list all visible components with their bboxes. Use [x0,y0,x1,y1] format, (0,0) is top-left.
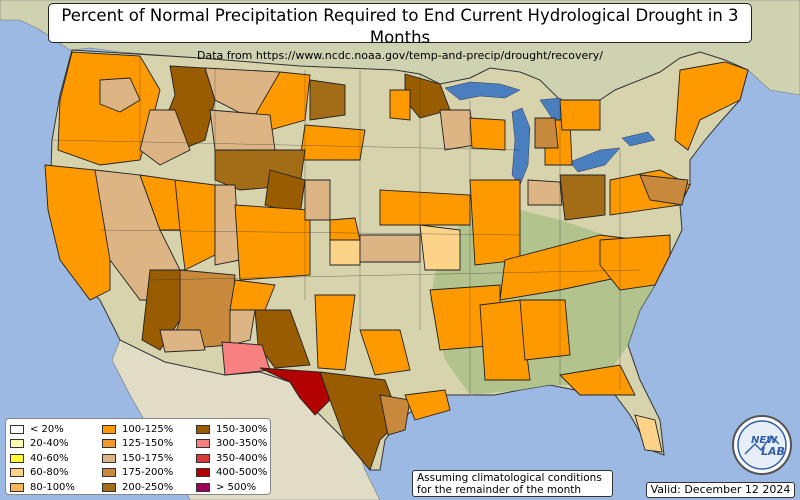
legend-swatch [10,482,24,492]
logo-text-1: NEW [751,435,778,446]
legend-label: 350-400% [216,452,268,464]
legend-label: 40-60% [30,452,69,464]
legend-swatch [102,482,116,492]
legend-swatch [10,468,24,478]
legend-item: 300-350% [196,437,267,452]
note-line-1: Assuming climatological conditions [417,472,602,484]
title-box: Percent of Normal Precipitation Required… [48,3,752,62]
legend-item: 150-175% [102,451,173,466]
legend-swatch [10,424,24,434]
legend-swatch [102,439,116,449]
legend-swatch [10,453,24,463]
legend-label: 400-500% [216,467,268,479]
drought-regions [44,51,749,471]
legend-label: 80-100% [30,481,75,493]
legend-column-1: < 20% 20-40% 40-60% 60-80% 80-100% [10,422,75,495]
legend-label: 125-150% [122,438,174,450]
legend-item: 350-400% [196,451,267,466]
legend-item: > 500% [196,480,267,495]
legend-column-3: 150-300% 300-350% 350-400% 400-500% > 50… [196,422,267,495]
legend-swatch [196,468,210,478]
legend-swatch [10,439,24,449]
legend-item: 60-80% [10,466,75,481]
legend-item: 80-100% [10,480,75,495]
legend-item: 200-250% [102,480,173,495]
legend-item: 100-125% [102,422,173,437]
legend-item: 175-200% [102,466,173,481]
map-title: Percent of Normal Precipitation Required… [61,6,739,47]
legend-swatch [102,468,116,478]
legend-label: 60-80% [30,467,69,479]
legend-label: 150-175% [122,452,174,464]
legend-label: 175-200% [122,467,174,479]
logo-text-2: LAB [761,445,785,458]
legend-item: 400-500% [196,466,267,481]
legend-label: 150-300% [216,423,268,435]
valid-date: Valid: December 12 2024 [646,482,795,498]
legend-swatch [196,453,210,463]
legend-swatch [102,424,116,434]
state-boundaries [51,56,641,395]
map-subtitle: Data from https://www.ncdc.noaa.gov/temp… [197,49,603,62]
legend-label: 300-350% [216,438,268,450]
legend-item: 150-300% [196,422,267,437]
lab-logo: NEW LAB [732,415,792,475]
legend-label: > 500% [216,481,257,493]
legend-item: 20-40% [10,437,75,452]
legend-label: 100-125% [122,423,174,435]
note-line-2: for the remainder of the month [417,484,582,496]
legend-label: 200-250% [122,481,174,493]
legend-column-2: 100-125% 125-150% 150-175% 175-200% 200-… [102,422,173,495]
legend-label: 20-40% [30,438,69,450]
legend-label: < 20% [30,423,64,435]
legend-swatch [196,424,210,434]
legend-swatch [196,482,210,492]
legend-item: 40-60% [10,451,75,466]
legend-item: < 20% [10,422,75,437]
legend-swatch [102,453,116,463]
assumption-note: Assuming climatological conditions for t… [412,470,613,497]
legend: < 20% 20-40% 40-60% 60-80% 80-100% 100-1… [5,418,271,495]
legend-swatch [196,439,210,449]
legend-item: 125-150% [102,437,173,452]
